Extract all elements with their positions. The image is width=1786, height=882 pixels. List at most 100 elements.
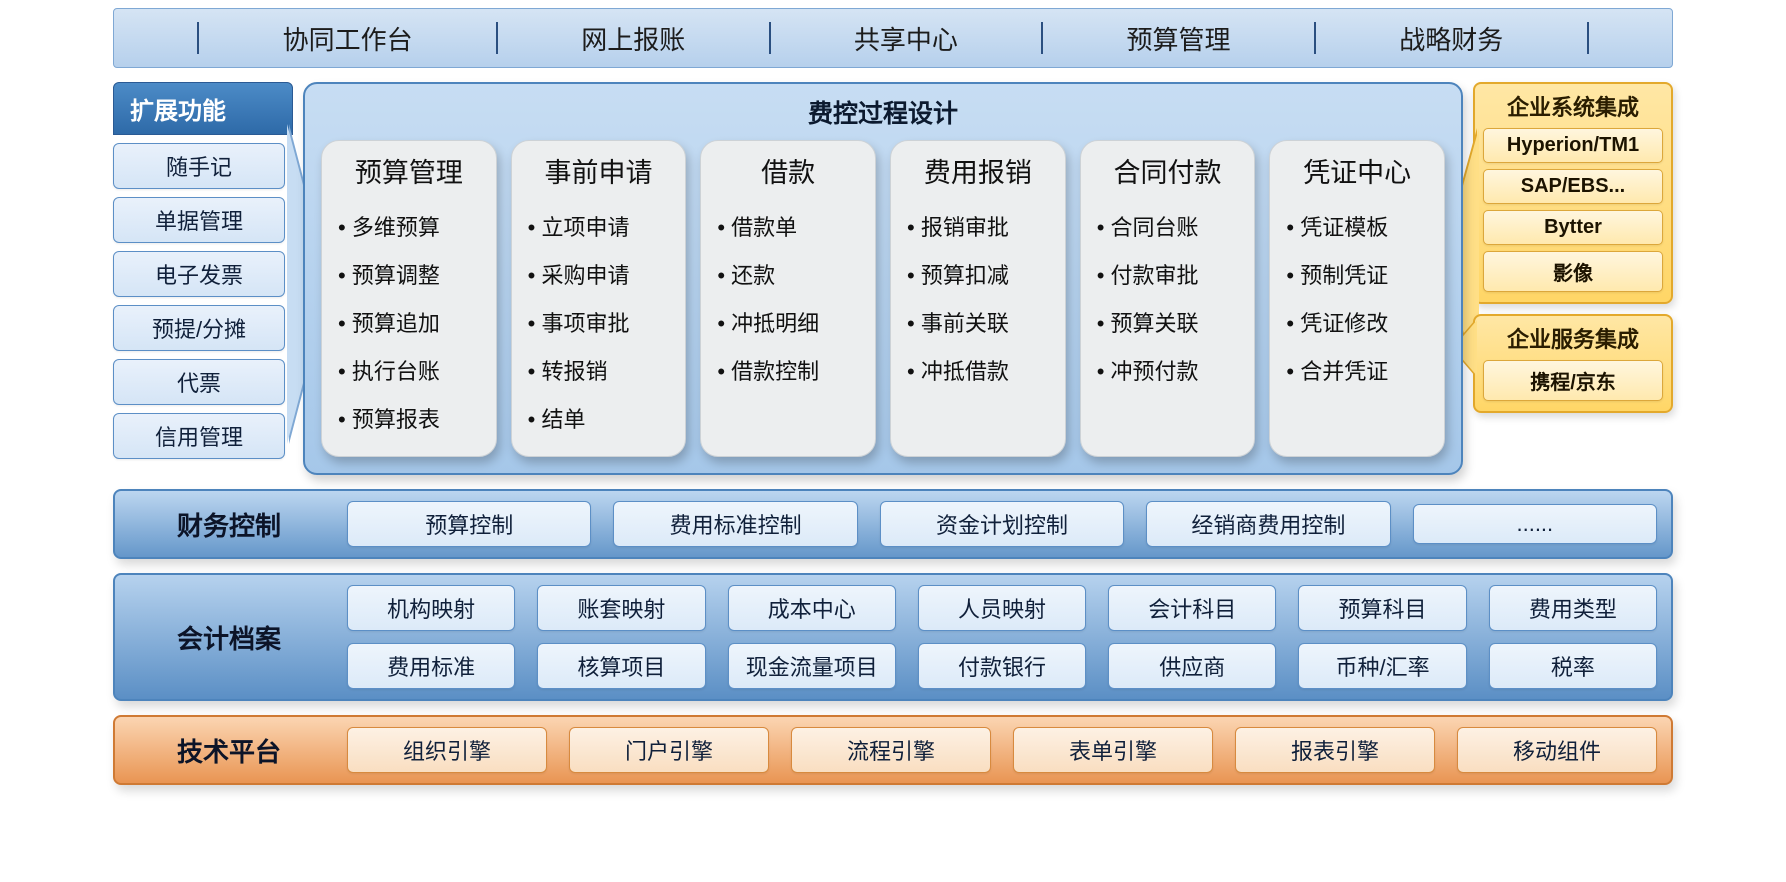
enterprise-system-integration-title: 企业系统集成	[1483, 90, 1663, 122]
process-card-item: 事项审批	[524, 298, 674, 346]
nav-item-strategic-finance[interactable]: 战略财务	[1399, 20, 1503, 57]
process-card-item: 借款单	[713, 202, 863, 250]
process-card-item: 转报销	[524, 346, 674, 394]
band-item[interactable]: 资金计划控制	[880, 501, 1124, 547]
process-card-item: 执行台账	[334, 346, 484, 394]
band-item[interactable]: 核算项目	[537, 643, 705, 689]
process-card-item: 预算调整	[334, 250, 484, 298]
process-card-item: 冲抵明细	[713, 298, 863, 346]
left-extension-title: 扩展功能	[113, 82, 293, 135]
enterprise-service-integration-title: 企业服务集成	[1483, 322, 1663, 354]
nav-separator	[1041, 22, 1043, 54]
nav-separator	[1587, 22, 1589, 54]
process-card-title: 凭证中心	[1282, 151, 1432, 190]
process-card-item: 凭证修改	[1282, 298, 1432, 346]
band-item[interactable]: 预算控制	[347, 501, 591, 547]
process-card-item: 立项申请	[524, 202, 674, 250]
nav-item-shared-center[interactable]: 共享中心	[854, 20, 958, 57]
process-design-title: 费控过程设计	[321, 88, 1445, 140]
nav-separator	[496, 22, 498, 54]
accounting-archive-label: 会计档案	[129, 619, 329, 656]
process-card-item: 预算扣减	[903, 250, 1053, 298]
ext-item-proxy-ticket[interactable]: 代票	[113, 359, 285, 405]
nav-item-collab[interactable]: 协同工作台	[283, 20, 413, 57]
band-item[interactable]: 经销商费用控制	[1146, 501, 1390, 547]
process-card-0: 预算管理多维预算预算调整预算追加执行台账预算报表	[321, 140, 497, 457]
process-card-item: 预算追加	[334, 298, 484, 346]
process-card-item: 付款审批	[1093, 250, 1243, 298]
ext-item-credit-mgmt[interactable]: 信用管理	[113, 413, 285, 459]
band-item[interactable]: 会计科目	[1108, 585, 1276, 631]
nav-item-online-reimburse[interactable]: 网上报账	[581, 20, 685, 57]
band-item[interactable]: 报表引擎	[1235, 727, 1435, 773]
process-card-item: 还款	[713, 250, 863, 298]
process-card-item: 借款控制	[713, 346, 863, 394]
financial-control-row: 财务控制 预算控制费用标准控制资金计划控制经销商费用控制......	[113, 489, 1673, 559]
process-card-item: 预算关联	[1093, 298, 1243, 346]
integration-item[interactable]: Bytter	[1483, 210, 1663, 245]
ext-item-note[interactable]: 随手记	[113, 143, 285, 189]
process-card-title: 费用报销	[903, 151, 1053, 190]
process-card-2: 借款借款单还款冲抵明细借款控制	[700, 140, 876, 457]
process-card-item: 报销审批	[903, 202, 1053, 250]
band-item[interactable]: 机构映射	[347, 585, 515, 631]
band-item[interactable]: 成本中心	[728, 585, 896, 631]
band-item[interactable]: 供应商	[1108, 643, 1276, 689]
process-card-item: 凭证模板	[1282, 202, 1432, 250]
band-item[interactable]: 费用标准	[347, 643, 515, 689]
band-item[interactable]: 流程引擎	[791, 727, 991, 773]
process-card-item: 预制凭证	[1282, 250, 1432, 298]
financial-control-label: 财务控制	[129, 506, 329, 543]
band-item[interactable]: 费用标准控制	[613, 501, 857, 547]
band-item[interactable]: 移动组件	[1457, 727, 1657, 773]
nav-separator	[1314, 22, 1316, 54]
band-item[interactable]: 预算科目	[1298, 585, 1466, 631]
band-item[interactable]: 现金流量项目	[728, 643, 896, 689]
band-item[interactable]: ......	[1413, 504, 1657, 544]
enterprise-system-integration-panel: 企业系统集成 Hyperion/TM1 SAP/EBS... Bytter 影像	[1473, 82, 1673, 304]
band-item[interactable]: 人员映射	[918, 585, 1086, 631]
process-card-item: 多维预算	[334, 202, 484, 250]
tech-platform-row: 技术平台 组织引擎门户引擎流程引擎表单引擎报表引擎移动组件	[113, 715, 1673, 785]
process-card-5: 凭证中心凭证模板预制凭证凭证修改合并凭证	[1269, 140, 1445, 457]
process-card-3: 费用报销报销审批预算扣减事前关联冲抵借款	[890, 140, 1066, 457]
ext-item-doc-mgmt[interactable]: 单据管理	[113, 197, 285, 243]
accounting-archive-row: 会计档案 机构映射账套映射成本中心人员映射会计科目预算科目费用类型费用标准核算项…	[113, 573, 1673, 701]
nav-separator	[197, 22, 199, 54]
integration-item[interactable]: 影像	[1483, 251, 1663, 292]
process-card-title: 借款	[713, 151, 863, 190]
right-integration-column: 企业系统集成 Hyperion/TM1 SAP/EBS... Bytter 影像 企业…	[1473, 82, 1673, 413]
process-card-item: 结单	[524, 394, 674, 442]
process-card-item: 合并凭证	[1282, 346, 1432, 394]
band-item[interactable]: 门户引擎	[569, 727, 769, 773]
process-card-item: 事前关联	[903, 298, 1053, 346]
process-card-1: 事前申请立项申请采购申请事项审批转报销结单	[511, 140, 687, 457]
band-item[interactable]: 组织引擎	[347, 727, 547, 773]
process-card-title: 预算管理	[334, 151, 484, 190]
process-card-item: 合同台账	[1093, 202, 1243, 250]
process-card-title: 事前申请	[524, 151, 674, 190]
band-item[interactable]: 税率	[1489, 643, 1657, 689]
band-item[interactable]: 付款银行	[918, 643, 1086, 689]
band-item[interactable]: 费用类型	[1489, 585, 1657, 631]
ext-item-accrual[interactable]: 预提/分摊	[113, 305, 285, 351]
process-card-item: 冲抵借款	[903, 346, 1053, 394]
process-design-panel: 费控过程设计 预算管理多维预算预算调整预算追加执行台账预算报表事前申请立项申请采…	[303, 82, 1463, 475]
nav-separator	[769, 22, 771, 54]
top-nav: 协同工作台 网上报账 共享中心 预算管理 战略财务	[113, 8, 1673, 68]
process-card-item: 冲预付款	[1093, 346, 1243, 394]
band-item[interactable]: 账套映射	[537, 585, 705, 631]
process-card-4: 合同付款合同台账付款审批预算关联冲预付款	[1080, 140, 1256, 457]
process-card-item: 预算报表	[334, 394, 484, 442]
process-card-title: 合同付款	[1093, 151, 1243, 190]
band-item[interactable]: 表单引擎	[1013, 727, 1213, 773]
process-card-item: 采购申请	[524, 250, 674, 298]
ext-item-einvoice[interactable]: 电子发票	[113, 251, 285, 297]
integration-item[interactable]: Hyperion/TM1	[1483, 128, 1663, 163]
integration-item[interactable]: SAP/EBS...	[1483, 169, 1663, 204]
integration-item[interactable]: 携程/京东	[1483, 360, 1663, 401]
band-item[interactable]: 币种/汇率	[1298, 643, 1466, 689]
enterprise-service-integration-panel: 企业服务集成 携程/京东	[1473, 314, 1673, 413]
tech-platform-label: 技术平台	[129, 732, 329, 769]
nav-item-budget-mgmt[interactable]: 预算管理	[1127, 20, 1231, 57]
